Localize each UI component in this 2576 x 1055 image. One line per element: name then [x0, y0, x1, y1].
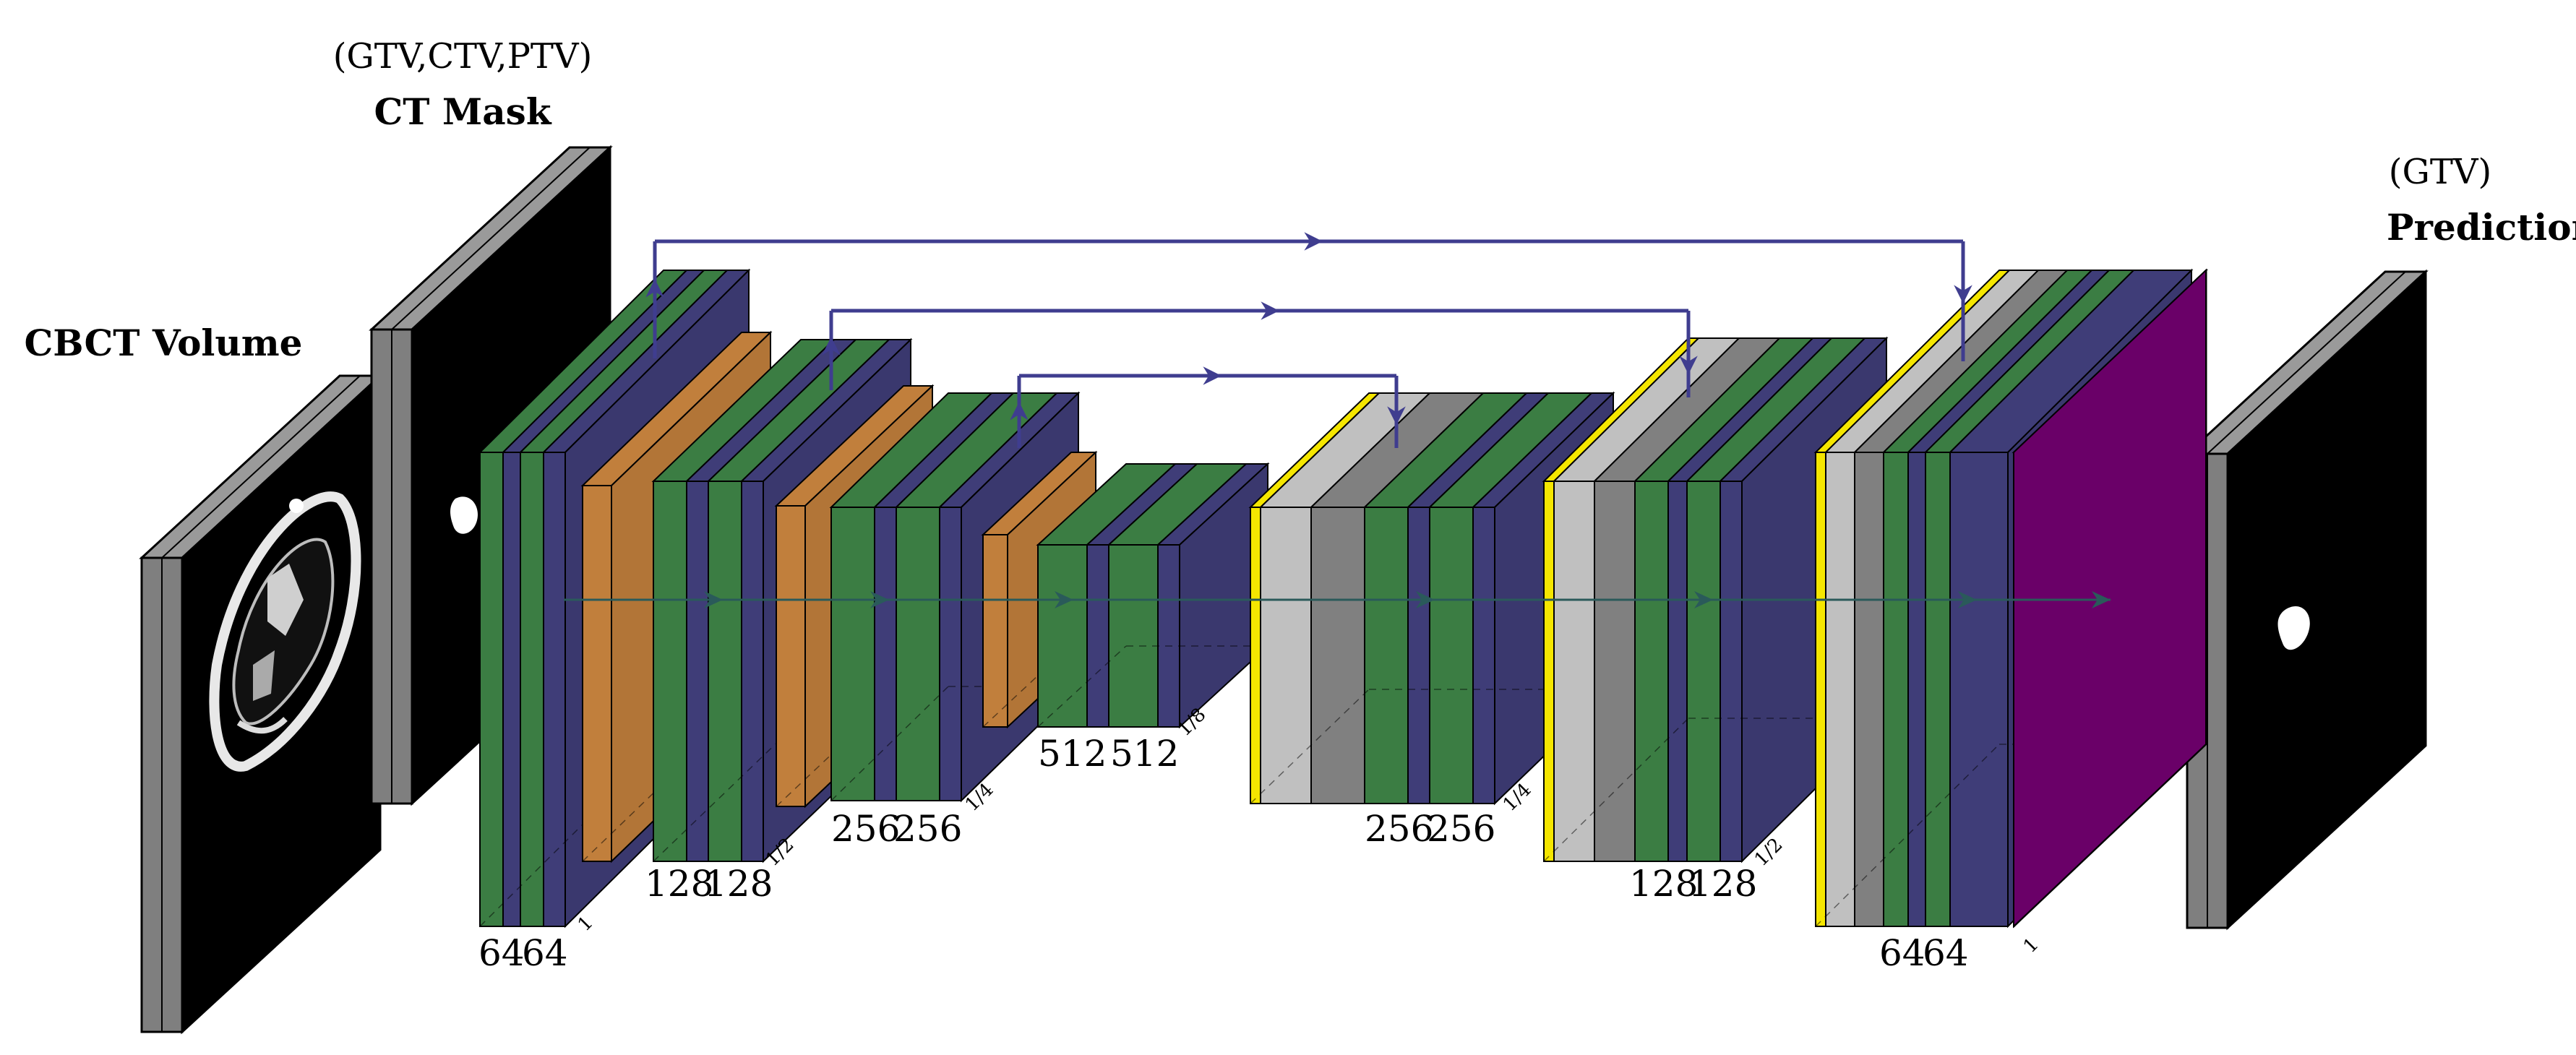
skip-3-arrowhead-down	[1387, 406, 1406, 425]
output-scale: 1	[2019, 934, 2043, 957]
skip-1-arrowhead-down	[1954, 285, 1972, 303]
bott-conv-b	[1107, 463, 1248, 728]
enc3-conv-a	[829, 392, 994, 801]
enc3-channels-a: 256	[831, 808, 900, 850]
dec2-conv-b	[1685, 337, 1867, 862]
skip-3-arrowhead-up	[1010, 402, 1029, 421]
enc1-conv-a	[478, 270, 689, 927]
bott-channels-a: 512	[1038, 733, 1107, 775]
bottleneck-block	[1036, 462, 1270, 729]
pred-title: Prediction	[2387, 206, 2576, 249]
flow-arrowhead-7	[2092, 591, 2111, 608]
dec3-relu-b	[1471, 392, 1615, 804]
enc1-channels-b: 64	[522, 932, 568, 974]
prediction-image	[2184, 269, 2429, 931]
enc1-channels-a: 64	[478, 932, 525, 974]
mask-paren-label: (GTV,CTV,PTV)	[333, 36, 593, 77]
bott-channels-b: 512	[1110, 733, 1179, 775]
enc1-conv-b	[518, 270, 729, 927]
decoder-block-2	[1542, 336, 1889, 864]
skip-1-arrowhead-up	[645, 279, 664, 298]
enc3-channels-b: 256	[893, 808, 962, 850]
input-title: CBCT Volume	[24, 322, 302, 364]
dec1-concat-a	[1824, 270, 2040, 927]
pred-paren-label: (GTV)	[2389, 152, 2491, 192]
dec1-concat-b	[1852, 270, 2069, 927]
mask-title: CT Mask	[374, 90, 552, 133]
softmax-output	[2013, 268, 2207, 929]
encoder-pool-3-face	[981, 452, 1098, 728]
bott-conv-a	[1036, 463, 1177, 728]
enc3-relu-b	[937, 392, 1081, 801]
skip-3-arrowhead-right	[1203, 366, 1222, 385]
mask-blob-icon	[450, 496, 478, 534]
enc2-conv-a	[651, 339, 836, 862]
encoder-pool-1-face	[580, 332, 773, 862]
encoder-pool-2-face	[774, 385, 935, 807]
enc2-relu-a	[684, 339, 858, 862]
dec3-channels-a: 256	[1365, 808, 1433, 850]
enc1-scale: 1	[574, 912, 598, 936]
cbct-volume-image	[139, 373, 383, 1035]
dec3-concat-a	[1258, 392, 1432, 804]
dec1-channels-b: 64	[1923, 932, 1969, 974]
dec2-conv-a	[1633, 337, 1815, 862]
skip-2-arrowhead-down	[1679, 356, 1698, 374]
bott-relu-a	[1085, 463, 1199, 728]
enc2-conv-b	[706, 339, 891, 862]
dec3-channels-b: 256	[1427, 808, 1495, 850]
enc2-relu-b	[739, 339, 913, 862]
ct-slice-icon	[209, 491, 361, 772]
enc2-channels-a: 128	[645, 863, 713, 905]
skip-2-arrowhead-right	[1261, 301, 1279, 320]
skip-1-arrowhead-right	[1304, 232, 1323, 251]
dec2-channels-a: 128	[1629, 863, 1698, 905]
dec1-channels-a: 64	[1879, 932, 1925, 974]
skip-2-arrowhead-up	[822, 337, 841, 356]
enc2-channels-b: 128	[704, 863, 773, 905]
dec2-concat-b	[1592, 337, 1782, 862]
dec2-channels-b: 128	[1688, 863, 1757, 905]
dec2-relu-b	[1718, 337, 1889, 862]
prediction-blob-icon	[2277, 606, 2310, 650]
dec2-relu-a	[1666, 337, 1834, 862]
